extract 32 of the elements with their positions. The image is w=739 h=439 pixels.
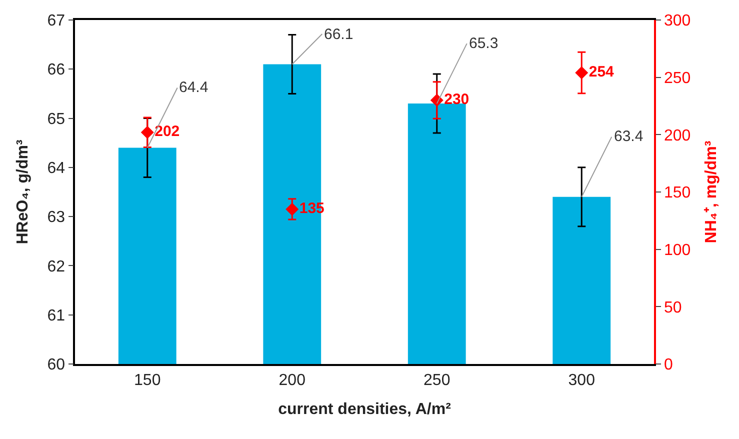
x-tick-label: 250 (424, 372, 450, 389)
data-label: 66.1 (324, 26, 354, 43)
y2-axis-title: NH₄⁺, mg/dm³ (702, 140, 720, 244)
point (430, 94, 444, 107)
y-tick-label: 64 (47, 160, 66, 178)
x-tick-label: 300 (568, 372, 596, 389)
data-label: 202 (154, 123, 180, 140)
y-tick-label: 65 (47, 110, 66, 128)
y-tick-label: 63 (47, 209, 66, 226)
y-tick-label: 67 (47, 12, 66, 30)
point (575, 66, 588, 80)
y2-tick-label: 150 (664, 184, 691, 202)
y2-tick-label: 300 (664, 12, 691, 30)
data-label: 63.4 (614, 128, 644, 145)
y-axis-title: HReO₄, g/dm³ (14, 140, 32, 244)
point (286, 202, 299, 216)
y2-tick-label: 200 (664, 127, 691, 144)
data-label: 254 (588, 64, 615, 80)
y2-tick-label: 0 (664, 356, 673, 374)
y2-tick-label: 50 (664, 299, 682, 316)
point (140, 126, 154, 139)
x-tick-label: 200 (278, 372, 306, 389)
y2-tick-label: 100 (664, 242, 691, 259)
y-tick-label: 61 (47, 307, 66, 324)
y-tick-label: 66 (47, 62, 66, 79)
y-tick-label: 62 (47, 258, 66, 276)
x-axis-title: current densities, A/m² (278, 401, 451, 418)
y2-tick-label: 250 (664, 70, 691, 87)
x-tick-label: 150 (134, 372, 161, 389)
data-label: 64.4 (179, 79, 208, 96)
y-tick-label: 60 (47, 356, 66, 374)
data-label: 65.3 (469, 35, 498, 52)
